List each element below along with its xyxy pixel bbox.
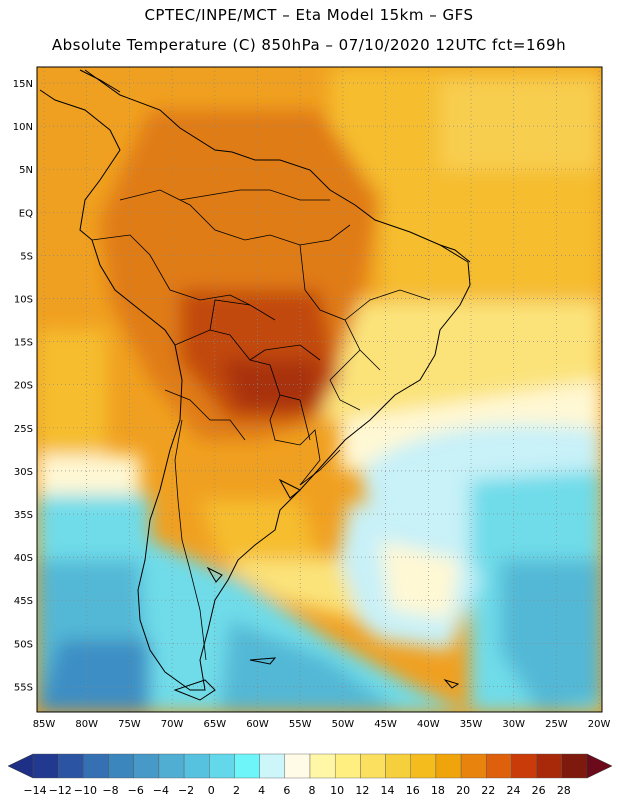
colorbar-label: −14 xyxy=(23,784,46,797)
colorbar-label: 2 xyxy=(233,784,240,797)
lon-label-55w: 55W xyxy=(289,719,312,730)
lon-label-20w: 20W xyxy=(588,719,611,730)
lon-label-25w: 25W xyxy=(545,719,568,730)
lat-label-35s: 35S xyxy=(14,510,33,521)
colorbar-label: 12 xyxy=(355,784,369,797)
colorbar-label: −8 xyxy=(102,784,118,797)
colorbar-low-arrow xyxy=(7,753,34,779)
lat-label-15s: 15S xyxy=(14,338,33,349)
colorbar-swatch xyxy=(209,753,235,779)
latitude-labels: 15N 10N 5N EQ 5S 10S 15S 20S 25S 30S 35S 40S 45S 50S 5… xyxy=(13,79,33,693)
colorbar-swatch xyxy=(561,753,588,779)
colorbar-swatch xyxy=(133,753,160,779)
colorbar-label: 28 xyxy=(557,784,571,797)
lat-label-30s: 30S xyxy=(14,467,33,478)
colorbar-swatch xyxy=(57,753,84,779)
lon-label-85w: 85W xyxy=(33,719,56,730)
colorbar-high-arrow xyxy=(586,753,613,779)
lon-label-50w: 50W xyxy=(332,719,355,730)
lon-label-65w: 65W xyxy=(203,719,226,730)
lat-label-25s: 25S xyxy=(14,424,33,435)
lat-label-5n: 5N xyxy=(19,165,33,176)
coastlines xyxy=(39,69,471,701)
lat-label-50s: 50S xyxy=(14,639,33,650)
colorbar-label: 18 xyxy=(431,784,445,797)
colorbar-swatch xyxy=(183,753,210,779)
lon-label-80w: 80W xyxy=(75,719,98,730)
colorbar-swatch xyxy=(284,753,311,779)
map-frame xyxy=(36,66,603,713)
colorbar-swatch xyxy=(486,753,512,779)
colorbar-label: 22 xyxy=(481,784,495,797)
colorbar-label: 14 xyxy=(381,784,395,797)
lon-label-60w: 60W xyxy=(246,719,269,730)
longitude-labels: 85W 80W 75W 70W 65W 60W 55W 50W 45W 40W 35W 30W 25W 2… xyxy=(33,719,611,730)
lon-label-75w: 75W xyxy=(118,719,141,730)
colorbar-swatch xyxy=(83,753,109,779)
colorbar-swatch xyxy=(158,753,185,779)
colorbar-label: −12 xyxy=(49,784,72,797)
lat-label-45s: 45S xyxy=(14,596,33,607)
colorbar-swatch xyxy=(309,753,336,779)
lat-label-40s: 40S xyxy=(14,553,33,564)
lon-label-40w: 40W xyxy=(417,719,440,730)
colorbar-label: 16 xyxy=(406,784,420,797)
colorbar-label: −6 xyxy=(128,784,144,797)
lon-label-70w: 70W xyxy=(161,719,184,730)
colorbar-swatch xyxy=(108,753,134,779)
colorbar-swatch xyxy=(511,753,537,779)
title-line-2: Absolute Temperature (C) 850hPa – 07/10/… xyxy=(51,36,567,54)
colorbar-label: 20 xyxy=(456,784,470,797)
colorbar-swatch xyxy=(435,753,462,779)
colorbar-swatch xyxy=(360,753,386,779)
colorbar-label: −2 xyxy=(178,784,194,797)
lat-label-eq: EQ xyxy=(19,208,33,219)
colorbar-swatch xyxy=(460,753,487,779)
lon-label-45w: 45W xyxy=(374,719,397,730)
colorbar-label: 26 xyxy=(532,784,546,797)
lat-label-15n: 15N xyxy=(13,79,33,90)
lat-label-55s: 55S xyxy=(14,682,33,693)
colorbar-swatch xyxy=(32,753,59,779)
colorbar-swatch xyxy=(385,753,411,779)
colorbar: −14 −12 −10 −8 −6 −4 −2 0 2 4 6 8 10 12 14 16 18 20 22 24 26… xyxy=(7,753,613,797)
lon-label-30w: 30W xyxy=(502,719,525,730)
colorbar-label: 10 xyxy=(330,784,344,797)
lat-label-10n: 10N xyxy=(13,122,33,133)
colorbar-label: 4 xyxy=(258,784,265,797)
colorbar-label: −10 xyxy=(74,784,97,797)
country-borders xyxy=(91,189,431,661)
temperature-field xyxy=(37,67,602,712)
colorbar-label: 0 xyxy=(208,784,215,797)
colorbar-label: −4 xyxy=(153,784,169,797)
colorbar-label: 24 xyxy=(506,784,520,797)
lat-label-20s: 20S xyxy=(14,381,33,392)
colorbar-swatch xyxy=(259,753,286,779)
colorbar-swatch xyxy=(410,753,437,779)
lon-label-35w: 35W xyxy=(460,719,483,730)
colorbar-label: 6 xyxy=(283,784,290,797)
colorbar-swatch xyxy=(536,753,563,779)
colorbar-swatch xyxy=(234,753,260,779)
colorbar-label: 8 xyxy=(309,784,316,797)
lat-label-10s: 10S xyxy=(14,295,33,306)
title-line-1: CPTEC/INPE/MCT – Eta Model 15km – GFS xyxy=(144,6,474,24)
colorbar-swatch xyxy=(334,753,361,779)
lat-label-5s: 5S xyxy=(20,251,33,262)
